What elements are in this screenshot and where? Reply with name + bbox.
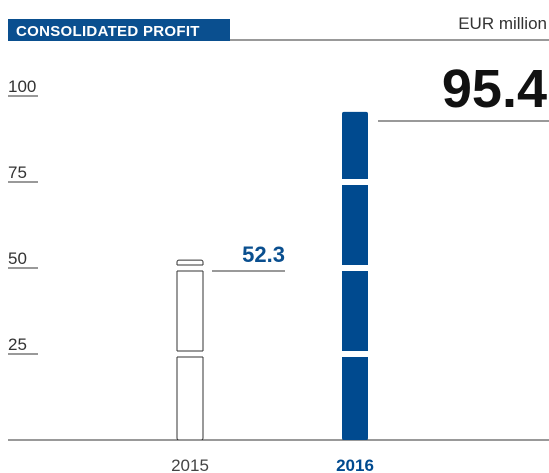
value-label: 52.3 [242,242,285,267]
chart-title: CONSOLIDATED PROFIT [16,23,200,40]
bar-gap [175,351,205,357]
y-tick-label: 75 [8,163,27,182]
x-tick-label: 2015 [171,456,209,473]
value-label: 95.4 [442,59,547,119]
bar [342,111,368,440]
x-tick-label: 2016 [336,456,374,473]
bar-gap [340,265,370,271]
bar [176,259,204,441]
y-tick-label: 100 [8,77,36,96]
bar-gap [340,179,370,185]
unit-label: EUR million [458,14,547,33]
y-tick-label: 50 [8,249,27,268]
y-tick-label: 25 [8,335,27,354]
bar-gap [175,265,205,271]
bar-gap [340,351,370,357]
title-box [8,19,230,41]
